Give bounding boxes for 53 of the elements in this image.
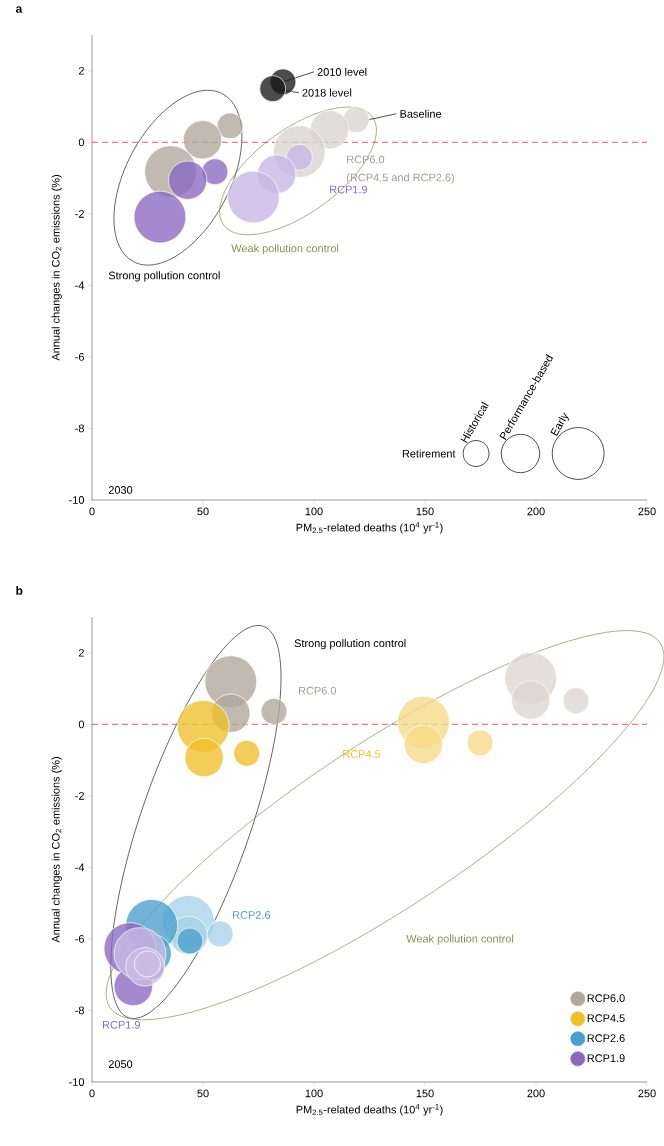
y-axis-title: Annual changes in CO$_{2}$ emissions (%) bbox=[51, 175, 62, 361]
y-tick-label: -2 bbox=[75, 210, 84, 218]
annotation: 2010 level bbox=[317, 67, 367, 76]
legend-label: RCP6.0 bbox=[587, 994, 625, 1003]
x-tick-label: 150 bbox=[416, 507, 434, 516]
y-tick-label: -10 bbox=[69, 1078, 85, 1086]
y-tick-label: 2 bbox=[78, 648, 84, 657]
y-tick-label: 0 bbox=[78, 720, 85, 729]
annotation: RCP2.6 bbox=[233, 911, 271, 919]
x-tick-label: 0 bbox=[89, 507, 95, 516]
annotation: Weak pollution control bbox=[231, 244, 339, 255]
legend-label: RCP1.9 bbox=[587, 1054, 625, 1063]
y-tick-label: -4 bbox=[75, 281, 85, 290]
x-tick-label: 100 bbox=[305, 507, 323, 516]
y-tick-label: 0 bbox=[78, 138, 85, 147]
y-tick-label: -2 bbox=[75, 792, 84, 800]
annotation: Weak pollution control bbox=[406, 934, 514, 945]
y-tick-label: -10 bbox=[69, 496, 85, 504]
annotation: Strong pollution control bbox=[108, 271, 220, 282]
annotation: RCP1.9 bbox=[330, 185, 368, 194]
y-axis-title: Annual changes in CO$_{2}$ emissions (%) bbox=[51, 757, 62, 943]
annotation: RCP4.5 bbox=[343, 750, 381, 758]
x-tick-label: 150 bbox=[416, 1089, 434, 1098]
x-tick-label: 0 bbox=[89, 1089, 95, 1098]
series-label: Retirement bbox=[402, 449, 456, 458]
annotation: RCP1.9 bbox=[102, 1020, 140, 1029]
chart-title: b bbox=[16, 586, 23, 595]
x-tick-label: 200 bbox=[527, 507, 545, 516]
x-tick-label: 50 bbox=[197, 1089, 209, 1098]
chart-title: a bbox=[15, 6, 23, 13]
x-tick-label: 250 bbox=[638, 507, 656, 516]
y-tick-label: -4 bbox=[75, 863, 85, 872]
x-tick-label: 100 bbox=[305, 1089, 323, 1098]
x-axis-title: PM$_{2.5}$-related deaths (10$^{4}$ yr$^{-1}$) bbox=[296, 1104, 443, 1116]
y-tick-label: -8 bbox=[75, 1006, 84, 1015]
y-tick-label: -6 bbox=[75, 935, 84, 943]
x-tick-label: 250 bbox=[638, 1089, 656, 1098]
x-tick-label: 50 bbox=[197, 507, 209, 516]
annotation: Baseline bbox=[400, 109, 442, 118]
annotation: RCP6.0 bbox=[299, 686, 337, 695]
y-tick-label: 2 bbox=[78, 66, 84, 75]
x-axis-title: PM$_{2.5}$-related deaths (10$^{4}$ yr$^{-1}$) bbox=[296, 522, 443, 534]
legend-label: RCP4.5 bbox=[587, 1014, 625, 1023]
x-tick-label: 200 bbox=[527, 1089, 545, 1098]
annotation: 2030 bbox=[108, 486, 133, 494]
y-tick-label: -6 bbox=[75, 353, 84, 361]
y-tick-label: -8 bbox=[75, 424, 84, 433]
annotation: Strong pollution control bbox=[294, 639, 406, 650]
annotation: 2050 bbox=[108, 1060, 133, 1068]
annotation: RCP6.0 bbox=[347, 155, 385, 164]
legend-label: RCP2.6 bbox=[587, 1034, 625, 1043]
annotation: (RCP4.5 and RCP2.6) bbox=[346, 173, 454, 184]
annotation: 2018 level bbox=[302, 88, 352, 97]
